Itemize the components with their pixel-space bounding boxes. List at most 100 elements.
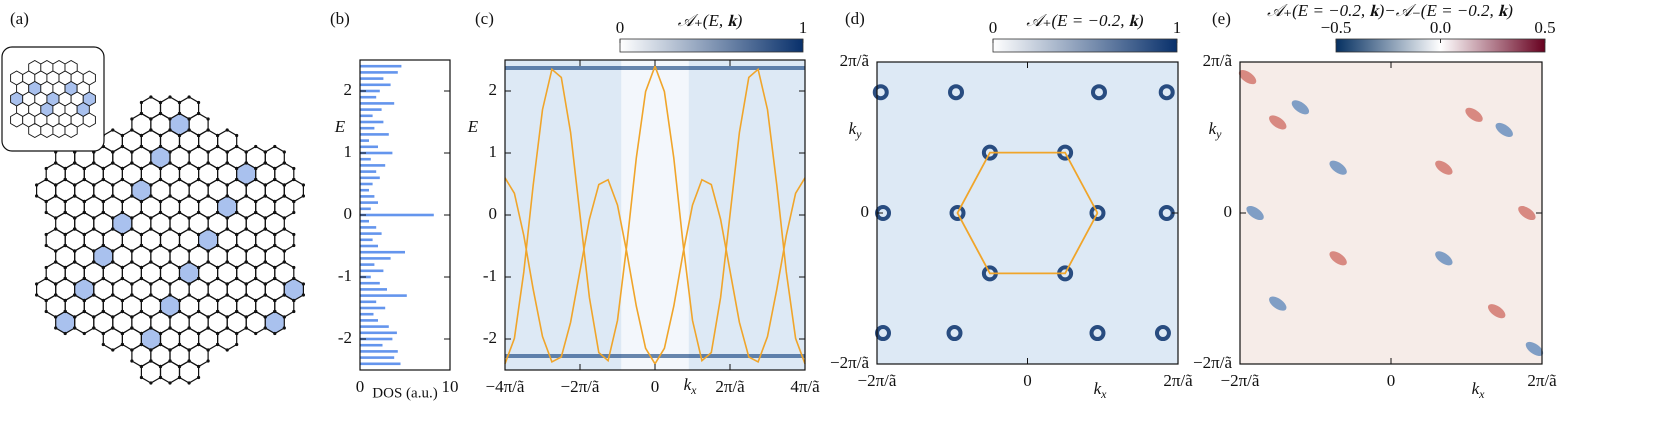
colorbar-tick-label: 0.5 <box>1534 18 1555 37</box>
axis-label-base: k <box>684 375 692 394</box>
lattice-site <box>82 210 86 215</box>
lattice-site <box>225 216 229 220</box>
lattice-site <box>187 249 191 253</box>
lattice-site <box>130 194 134 198</box>
axis-label: kx <box>684 375 698 397</box>
lattice-site <box>63 166 67 171</box>
lattice-site <box>111 293 115 297</box>
bar <box>360 182 373 186</box>
lattice-site <box>235 243 239 248</box>
lattice-site <box>292 265 296 270</box>
lattice-site <box>168 183 172 187</box>
bar <box>360 306 386 310</box>
lattice-site <box>54 260 58 264</box>
lattice-site <box>244 216 248 220</box>
axis-label-base: k <box>1209 119 1217 138</box>
bar <box>360 250 405 254</box>
lattice-site <box>158 210 163 215</box>
lattice-site <box>158 309 163 314</box>
inset-cell <box>52 122 66 139</box>
lattice-site <box>111 315 115 319</box>
lattice-site <box>292 276 296 281</box>
bar <box>360 319 378 322</box>
lattice-site <box>263 282 267 286</box>
bar <box>360 269 384 273</box>
lattice-site <box>197 298 201 303</box>
bar <box>360 95 377 99</box>
lattice-site <box>282 150 286 154</box>
lattice-site <box>54 161 58 165</box>
axis-label: DOS (a.u.) <box>372 385 437 401</box>
lattice-site <box>168 359 172 363</box>
lattice-site <box>282 293 286 297</box>
lattice-site <box>63 210 67 215</box>
difference-feature <box>1435 160 1453 175</box>
lattice-site <box>120 342 124 347</box>
lattice-site <box>101 276 105 281</box>
bar <box>360 213 434 217</box>
bar <box>360 120 384 124</box>
lattice-site <box>244 150 248 154</box>
y-tick-label: 0 <box>489 204 498 223</box>
lattice-site <box>82 265 86 270</box>
lattice-site <box>235 210 239 215</box>
bar <box>360 157 371 161</box>
bar <box>360 300 377 304</box>
lattice-site <box>168 216 172 220</box>
lattice-site <box>92 161 96 165</box>
lattice-site <box>168 293 172 297</box>
lattice-site <box>197 309 201 314</box>
lattice-site <box>273 298 277 303</box>
lattice-site <box>168 95 172 99</box>
lattice-site <box>44 210 48 215</box>
lattice-site <box>54 315 58 319</box>
colorbar <box>992 38 1178 53</box>
lattice-site <box>187 315 191 319</box>
lattice-site <box>273 331 277 336</box>
difference-feature <box>1269 115 1287 130</box>
lattice-site <box>63 232 67 237</box>
lattice-site <box>35 194 39 198</box>
lattice-site <box>197 243 201 248</box>
lattice-site <box>139 342 143 347</box>
inset-cell <box>28 122 42 139</box>
lattice-site <box>111 183 115 187</box>
y-tick-label: -1 <box>483 266 497 285</box>
lattice-site <box>120 331 124 336</box>
lattice-site <box>187 183 191 187</box>
lattice-site <box>235 177 239 182</box>
lattice-site <box>120 276 124 281</box>
lattice-site <box>149 293 153 297</box>
lattice-site <box>63 199 67 204</box>
lattice-site <box>282 194 286 198</box>
lattice-site <box>73 326 77 330</box>
bar <box>360 164 386 167</box>
lattice-site <box>235 133 239 138</box>
inset-cell <box>10 112 24 128</box>
lattice-site <box>120 199 124 204</box>
lattice-site <box>282 282 286 286</box>
lattice-site <box>235 309 239 314</box>
lattice-site <box>149 183 153 187</box>
lattice-site <box>82 243 86 248</box>
bar <box>360 114 373 118</box>
lattice-site <box>292 243 296 248</box>
lattice-site <box>282 161 286 165</box>
spectral-peak <box>949 205 966 221</box>
lattice-site <box>111 194 115 198</box>
lattice-site <box>254 144 258 149</box>
lattice-site <box>187 359 191 363</box>
lattice-site <box>168 381 172 385</box>
difference-feature <box>1329 251 1347 266</box>
lattice-site <box>273 276 277 281</box>
colorbar <box>619 38 804 53</box>
lattice-site <box>158 342 163 347</box>
lattice-site <box>139 298 143 303</box>
lattice-site <box>216 232 220 237</box>
lattice-site <box>111 227 115 231</box>
lattice-cell <box>217 327 238 351</box>
y-tick-label: 2π/ã <box>1203 51 1233 70</box>
lattice-site <box>149 326 153 330</box>
lattice-site <box>206 150 210 154</box>
bar <box>360 257 391 260</box>
